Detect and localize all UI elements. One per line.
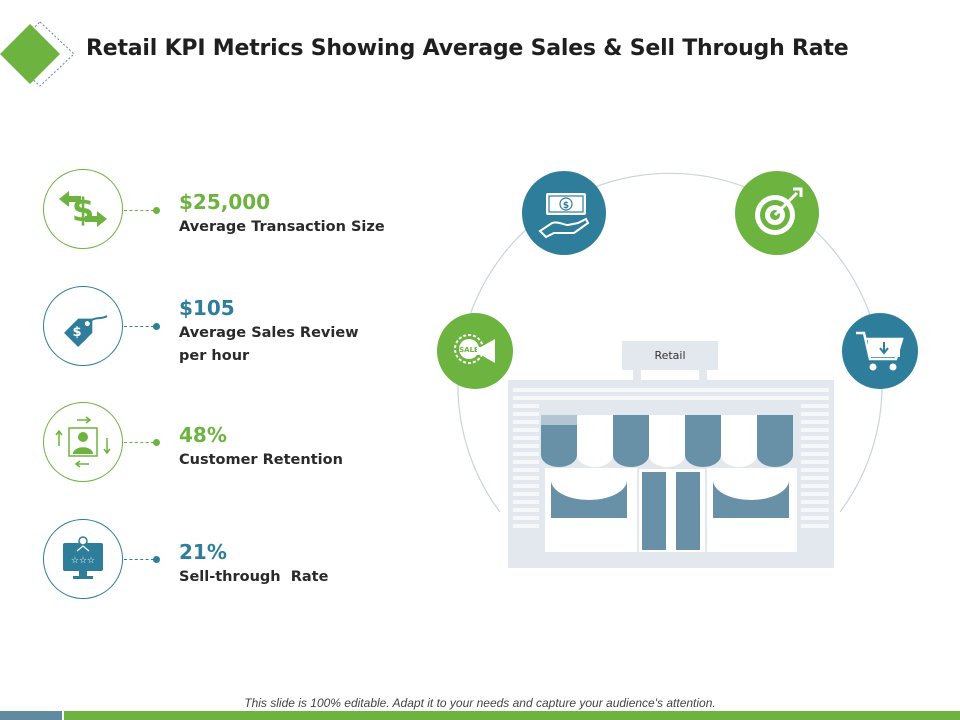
svg-text:$: $ (72, 325, 81, 340)
footer-bar-blue (0, 711, 62, 720)
connector-line (124, 210, 154, 211)
kpi-value-retention: 48% (179, 423, 227, 447)
page-title: Retail KPI Metrics Showing Average Sales… (86, 36, 849, 61)
store-sign: Retail (622, 341, 718, 370)
dollar-exchange-icon: $ (43, 169, 123, 249)
shopping-cart-icon (842, 313, 918, 389)
kpi-label-sell-through: Sell-through Rate (179, 569, 329, 585)
kpi-label-sales-review: Average Sales Review per hour (179, 325, 359, 364)
storefront-icon (508, 368, 834, 568)
svg-text:$: $ (72, 191, 94, 229)
connector-dot (153, 207, 160, 214)
connector-dot (153, 439, 160, 446)
connector-line (124, 326, 154, 327)
footer-bar-green (64, 711, 960, 720)
svg-text:☆☆☆: ☆☆☆ (71, 556, 95, 566)
connector-line (124, 442, 154, 443)
logo-diamond-icon (0, 21, 75, 87)
connector-line (124, 559, 154, 560)
sale-megaphone-icon: SALE (437, 313, 513, 389)
kpi-value-transaction: $25,000 (179, 190, 271, 214)
target-icon (735, 171, 819, 255)
svg-text:$: $ (563, 201, 569, 211)
kpi-label-retention: Customer Retention (179, 452, 343, 468)
svg-text:SALE: SALE (459, 346, 479, 354)
cash-in-hand-icon: $ (522, 171, 606, 255)
kpi-value-sales-review: $105 (179, 296, 235, 320)
price-tag-icon: $ (43, 286, 123, 366)
customer-retention-icon (43, 402, 123, 482)
connector-dot (153, 323, 160, 330)
connector-dot (153, 556, 160, 563)
kpi-label-transaction: Average Transaction Size (179, 219, 385, 235)
kpi-value-sell-through: 21% (179, 540, 227, 564)
footer-note: This slide is 100% editable. Adapt it to… (244, 696, 716, 710)
rating-monitor-icon: ☆☆☆ (43, 519, 123, 599)
